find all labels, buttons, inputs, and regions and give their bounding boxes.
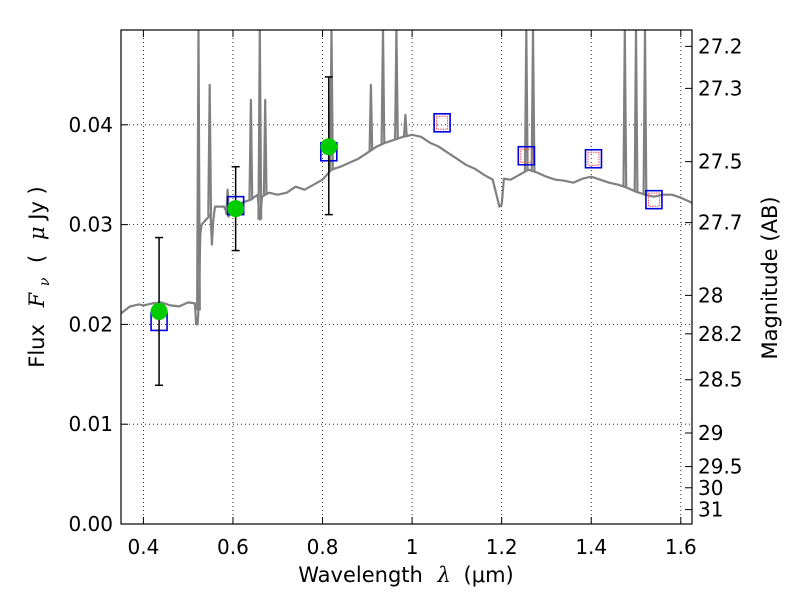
emission-line [530, 30, 536, 172]
x-axis-label-text: Wavelength [298, 563, 423, 587]
magnitude-tick-label: 27.2 [698, 34, 743, 58]
emission-line [329, 30, 334, 170]
spectrum-layer [121, 30, 692, 326]
y-axis-label: Flux F ν ( μ Jy ) [25, 186, 54, 368]
spectrum-line [121, 133, 692, 326]
magnitude-tick-label: 30 [698, 476, 723, 500]
plot-frame [120, 29, 693, 525]
model-photometry-inner-box [587, 151, 600, 166]
x-tick-label: 1.4 [575, 535, 607, 559]
x-tick-label: 0.8 [307, 535, 339, 559]
x-axis-label: Wavelength λ (μm) [298, 563, 513, 587]
model-photometry-inner-box [520, 148, 533, 163]
model-photometry-inner-box [647, 192, 660, 207]
emission-line [257, 30, 263, 220]
model-photometry-inner-box [436, 115, 449, 130]
x-tick-label: 0.4 [127, 535, 159, 559]
magnitude-tick-label: 28.5 [698, 368, 743, 392]
y-axis-label-symbol: F [25, 291, 49, 308]
magnitude-tick-label: 28.2 [698, 322, 743, 346]
y-axis-label-unit-open: ( [25, 255, 49, 263]
x-tick-label: 1 [406, 535, 419, 559]
emission-line [402, 113, 408, 137]
observed-point [150, 302, 168, 320]
magnitude-tick-label: 31 [698, 498, 723, 522]
ticks-layer: 0.4 0.6 0.8 1 1.2 1.4 1.6 0.00 0.01 0.02 0.03 0.04 2… [68, 30, 743, 559]
magnitude-tick-label: 29 [698, 421, 723, 445]
y-tick-label: 0.04 [68, 113, 113, 137]
x-tick-label: 1.6 [665, 535, 697, 559]
y-tick-label: 0.02 [68, 312, 113, 336]
model-photometry-box [433, 113, 451, 133]
observed-point [227, 200, 245, 218]
emission-line [380, 30, 386, 144]
emission-line [248, 98, 254, 200]
model-photometry-box [645, 189, 663, 210]
y-axis-label-text: Flux [25, 324, 49, 368]
x-axis-label-unit: (μm) [464, 563, 514, 587]
y-axis-label-unit-rest: Jy ) [25, 186, 49, 222]
emission-line [622, 30, 628, 187]
emission-line [207, 83, 213, 216]
model-photometry-box [584, 148, 603, 169]
emission-line [262, 98, 268, 195]
y-tick-label: 0.00 [68, 512, 113, 536]
y-axis-label-subscript: ν [37, 277, 53, 286]
x-tick-label: 1.2 [486, 535, 518, 559]
points-layer [150, 76, 663, 387]
x-tick-label: 0.6 [217, 535, 249, 559]
magnitude-tick-label: 27.3 [698, 76, 743, 100]
y2-axis-label: Magnitude (AB) [758, 196, 782, 359]
observed-point [320, 138, 338, 156]
y-axis-label-unit-mu: μ [25, 226, 49, 240]
magnitude-tick-label: 28 [698, 283, 723, 307]
model-photometry-box [517, 145, 536, 166]
magnitude-tick-label: 27.7 [698, 211, 743, 235]
emission-line [523, 30, 529, 172]
magnitude-tick-label: 27.5 [698, 150, 743, 174]
y-tick-label: 0.01 [68, 412, 113, 436]
emission-line [642, 30, 648, 195]
y-tick-label: 0.03 [68, 213, 113, 237]
emission-line [196, 30, 201, 311]
emission-line [633, 30, 639, 192]
emission-line [368, 83, 374, 151]
magnitude-tick-label: 29.5 [698, 455, 743, 479]
emission-line [394, 30, 399, 140]
x-axis-label-symbol: λ [437, 563, 451, 587]
grid-layer [121, 30, 692, 525]
